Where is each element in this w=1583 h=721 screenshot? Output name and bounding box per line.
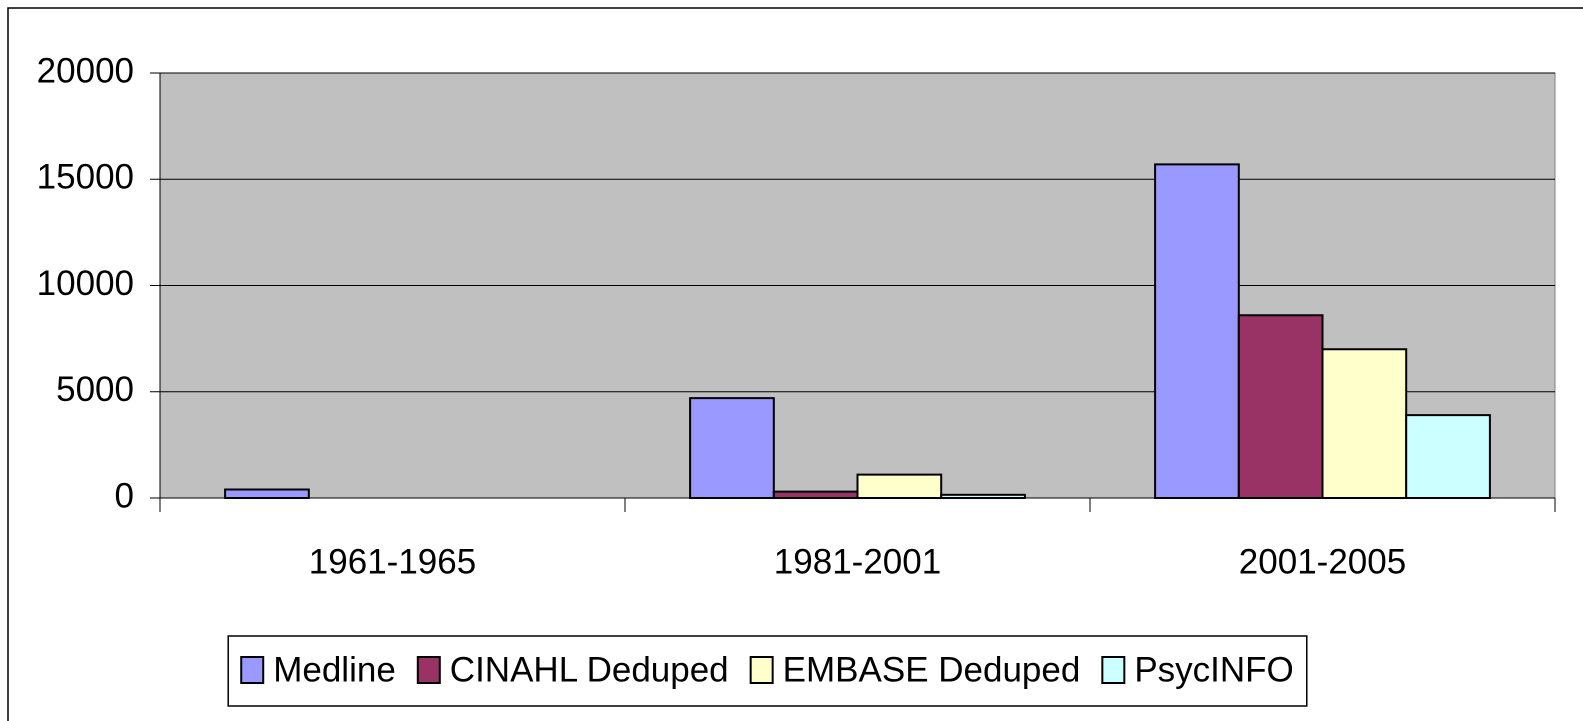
legend-label: CINAHL Deduped xyxy=(450,650,729,689)
legend-label: EMBASE Deduped xyxy=(783,650,1081,689)
legend-swatch xyxy=(1101,656,1126,684)
y-tick-label: 5000 xyxy=(56,370,134,409)
bar xyxy=(940,493,1026,499)
bar xyxy=(772,490,859,499)
x-tick-label: 1981-2001 xyxy=(774,542,941,581)
bar xyxy=(856,473,943,499)
bar xyxy=(1321,348,1408,499)
bar xyxy=(1154,163,1240,499)
x-tick-label: 2001-2005 xyxy=(1239,542,1406,581)
bar xyxy=(224,488,310,499)
bar xyxy=(1405,414,1491,499)
legend-label: PsycINFO xyxy=(1134,650,1293,689)
legend-swatch xyxy=(416,656,441,684)
y-tick-label: 15000 xyxy=(37,158,134,197)
x-tick-label: 1961-1965 xyxy=(309,542,476,581)
legend-swatch xyxy=(240,656,265,684)
legend-label: Medline xyxy=(273,650,396,689)
y-tick-label: 20000 xyxy=(37,51,134,90)
legend-swatch xyxy=(749,656,774,684)
bar xyxy=(1237,314,1324,499)
y-tick-label: 0 xyxy=(115,476,134,515)
bar xyxy=(689,397,775,499)
y-tick-label: 10000 xyxy=(37,264,134,303)
